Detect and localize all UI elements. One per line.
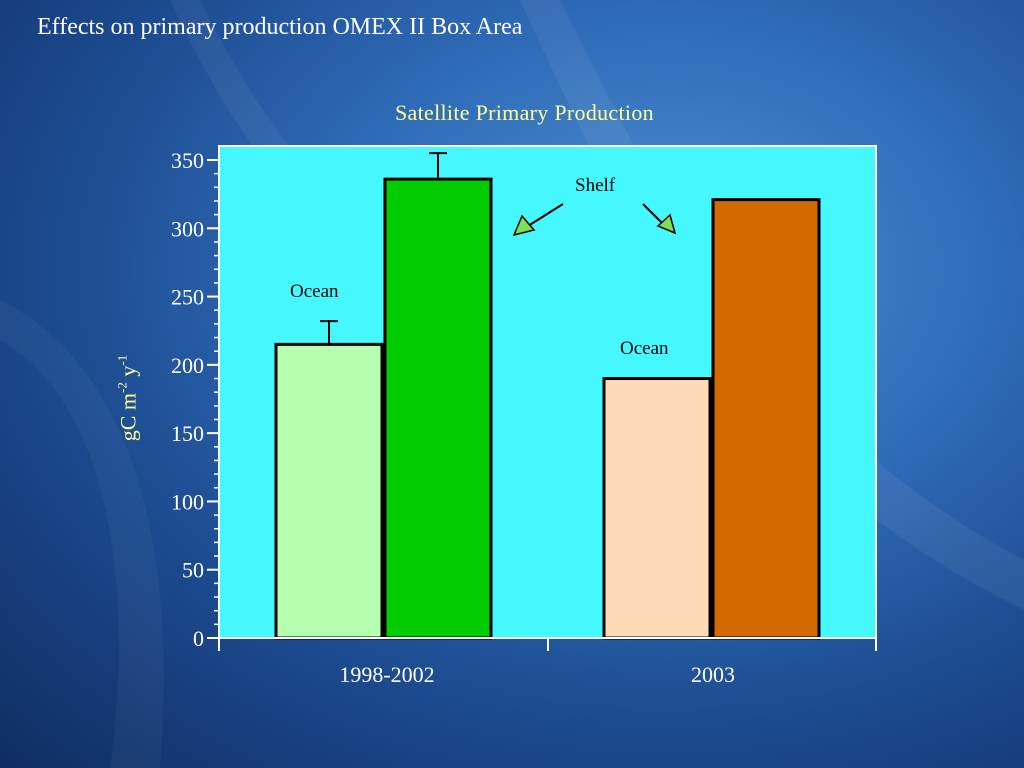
y-tick-label: 100 — [171, 489, 204, 514]
chart-title: Satellite Primary Production — [395, 100, 654, 125]
y-tick-label: 200 — [171, 353, 204, 378]
shelf-label: Shelf — [575, 175, 616, 196]
x-category-label: 1998-2002 — [339, 662, 434, 687]
shelf-arrow-left-line — [527, 203, 564, 227]
shelf-arrow-left-icon — [512, 214, 536, 237]
y-tick-label: 350 — [171, 148, 204, 173]
bar-ocean-1998-2002 — [274, 342, 384, 640]
y-tick-label: 250 — [171, 285, 204, 310]
y-tick-label: 0 — [193, 626, 204, 651]
bar-ocean-2003 — [602, 377, 712, 640]
x-category-label: 2003 — [691, 662, 735, 687]
y-tick-label: 50 — [182, 558, 204, 583]
shelf-arrow-right-icon — [656, 213, 677, 235]
ocean-label-1998-2002: Ocean — [290, 281, 339, 302]
shelf-arrow-right-line — [642, 203, 664, 225]
slide-title: Effects on primary production OMEX II Bo… — [37, 14, 523, 40]
bar-shelf-2003 — [711, 198, 821, 640]
y-tick-label: 150 — [171, 421, 204, 446]
ocean-label-2003: Ocean — [620, 338, 669, 359]
y-tick-label: 300 — [171, 216, 204, 241]
bar-shelf-1998-2002 — [383, 177, 493, 640]
